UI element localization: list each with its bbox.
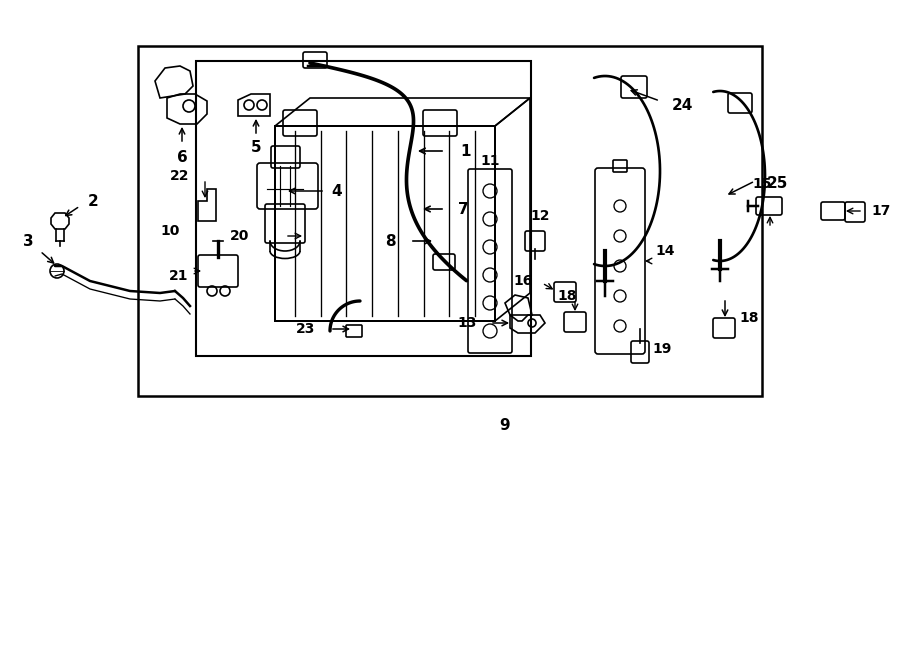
Text: 25: 25: [767, 176, 788, 190]
Text: 18: 18: [557, 289, 577, 303]
Text: 15: 15: [752, 177, 772, 191]
Text: 12: 12: [530, 209, 550, 223]
Text: 22: 22: [170, 169, 190, 183]
Text: 10: 10: [160, 224, 180, 238]
Text: 20: 20: [230, 229, 249, 243]
Text: 8: 8: [385, 233, 396, 249]
Text: 23: 23: [295, 322, 315, 336]
Text: 7: 7: [458, 202, 469, 217]
Bar: [275, 126, 495, 321]
Text: 9: 9: [500, 418, 510, 434]
Text: 11: 11: [481, 154, 500, 168]
Text: 24: 24: [672, 98, 693, 114]
Text: 6: 6: [176, 151, 187, 165]
Text: 1: 1: [460, 143, 471, 159]
Text: 18: 18: [739, 311, 759, 325]
Text: 4: 4: [332, 184, 342, 198]
Text: 13: 13: [457, 316, 477, 330]
Text: 5: 5: [251, 141, 261, 155]
Text: 21: 21: [168, 269, 188, 283]
Text: 17: 17: [871, 204, 890, 218]
Bar: [138, 46, 762, 396]
Bar: [196, 61, 531, 356]
Text: 16: 16: [514, 274, 533, 288]
Text: 14: 14: [655, 244, 674, 258]
Text: 2: 2: [88, 194, 99, 208]
Text: 19: 19: [652, 342, 671, 356]
Text: 3: 3: [22, 233, 33, 249]
